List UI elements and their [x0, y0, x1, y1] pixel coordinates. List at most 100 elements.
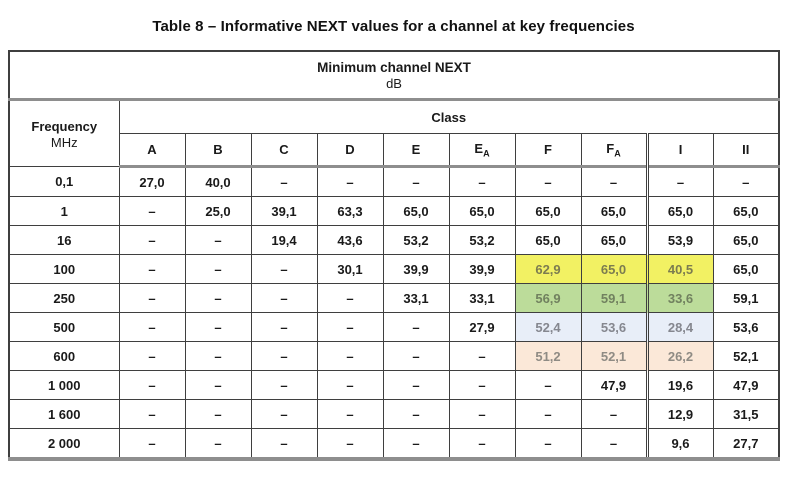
value-cell: 59,1 [712, 283, 780, 313]
table-row: 0,1 27,0 40,0– – – – – – – – [8, 166, 780, 197]
value-cell: – [184, 428, 252, 460]
value-cell: – [382, 166, 450, 197]
value-cell: – [118, 225, 186, 255]
value-cell: – [712, 166, 780, 197]
table-row: 100– – –30,1 39,9 39,9 62,9 65,0 40,5 65,0 [8, 254, 780, 284]
value-cell: 65,0 [580, 254, 648, 284]
value-cell: 33,6 [645, 283, 714, 313]
value-cell: – [514, 166, 582, 197]
value-cell: – [118, 370, 186, 400]
frequency-cell: 1 [8, 196, 120, 226]
value-cell: 63,3 [316, 196, 384, 226]
class-letter-row: A B C D E EA F FA I II [9, 133, 780, 168]
table-row: 16– –19,4 43,6 53,2 53,2 65,0 65,0 53,9 65,0 [8, 225, 780, 255]
value-cell: 12,9 [645, 399, 714, 429]
class-column-header-b: B [184, 133, 252, 168]
value-cell: 65,0 [712, 225, 780, 255]
value-cell: 39,9 [382, 254, 450, 284]
value-cell: 40,0 [184, 166, 252, 197]
value-cell: – [448, 341, 516, 371]
class-column-header-d: D [316, 133, 384, 168]
value-cell: 47,9 [712, 370, 780, 400]
frequency-column-header: Frequency MHz [8, 99, 120, 167]
class-column-header-e: E [382, 133, 450, 168]
value-cell: – [382, 312, 450, 342]
value-cell: 47,9 [580, 370, 648, 400]
value-cell: 19,6 [645, 370, 714, 400]
value-cell: – [316, 399, 384, 429]
table-row: 600– – – – – –51,2 52,1 26,2 52,1 [8, 341, 780, 371]
frequency-cell: 500 [8, 312, 120, 342]
value-cell: – [316, 370, 384, 400]
value-cell: – [316, 312, 384, 342]
value-cell: 62,9 [514, 254, 582, 284]
frequency-cell: 250 [8, 283, 120, 313]
value-cell: – [316, 341, 384, 371]
table-header-row: Minimum channel NEXT dB [8, 50, 780, 101]
value-cell: – [514, 370, 582, 400]
value-cell: – [250, 370, 318, 400]
value-cell: – [250, 166, 318, 197]
value-cell: – [316, 166, 384, 197]
value-cell: 52,1 [580, 341, 648, 371]
value-cell: – [118, 428, 186, 460]
value-cell: – [184, 341, 252, 371]
value-cell: 31,5 [712, 399, 780, 429]
value-cell: – [580, 399, 648, 429]
value-cell: 65,0 [382, 196, 450, 226]
value-cell: 52,4 [514, 312, 582, 342]
value-cell: 65,0 [580, 196, 648, 226]
value-cell: – [382, 399, 450, 429]
value-cell: 65,0 [580, 225, 648, 255]
value-cell: – [514, 428, 582, 460]
table-row: 1 600– – – – – – – –12,9 31,5 [8, 399, 780, 429]
value-cell: 65,0 [514, 225, 582, 255]
value-cell: 27,0 [118, 166, 186, 197]
class-column-header-i: I [645, 133, 714, 168]
value-cell: 56,9 [514, 283, 582, 313]
value-cell: – [382, 341, 450, 371]
value-cell: 30,1 [316, 254, 384, 284]
value-cell: 39,9 [448, 254, 516, 284]
value-cell: 65,0 [514, 196, 582, 226]
value-cell: – [118, 254, 186, 284]
class-group-header: Class [118, 99, 780, 134]
value-cell: – [448, 399, 516, 429]
frequency-cell: 2 000 [8, 428, 120, 460]
table-body: 0,1 27,0 40,0– – – – – – – –1–25,0 39,1 63,3 65,0 65,… [8, 166, 780, 460]
value-cell: – [580, 428, 648, 460]
value-cell: – [184, 283, 252, 313]
table-header: Minimum channel NEXT dB [8, 50, 780, 101]
table-header-unit: dB [386, 76, 402, 91]
value-cell: 27,9 [448, 312, 516, 342]
value-cell: 51,2 [514, 341, 582, 371]
table-header-title: Minimum channel NEXT [317, 60, 471, 75]
value-cell: 27,7 [712, 428, 780, 460]
value-cell: – [250, 312, 318, 342]
frequency-cell: 16 [8, 225, 120, 255]
value-cell: – [448, 370, 516, 400]
value-cell: – [580, 166, 648, 197]
value-cell: 59,1 [580, 283, 648, 313]
value-cell: 52,1 [712, 341, 780, 371]
next-values-table: Minimum channel NEXT dB Frequency MHz Cl… [8, 50, 781, 461]
table-row: 2 000– – – – – – – –9,6 27,7 [8, 428, 780, 460]
frequency-unit: MHz [50, 134, 78, 150]
value-cell: – [118, 399, 186, 429]
value-cell: – [382, 428, 450, 460]
value-cell: 33,1 [382, 283, 450, 313]
value-cell: – [250, 341, 318, 371]
value-cell: – [250, 399, 318, 429]
frequency-cell: 1 600 [8, 399, 120, 429]
value-cell: 53,6 [712, 312, 780, 342]
class-column-header-a: A [118, 133, 186, 168]
table-caption: Table 8 – Informative NEXT values for a … [152, 18, 635, 35]
value-cell: 9,6 [645, 428, 714, 460]
value-cell: 65,0 [712, 254, 780, 284]
value-cell: – [184, 312, 252, 342]
value-cell: 28,4 [645, 312, 714, 342]
value-cell: 40,5 [645, 254, 714, 284]
value-cell: – [118, 283, 186, 313]
value-cell: – [118, 196, 186, 226]
